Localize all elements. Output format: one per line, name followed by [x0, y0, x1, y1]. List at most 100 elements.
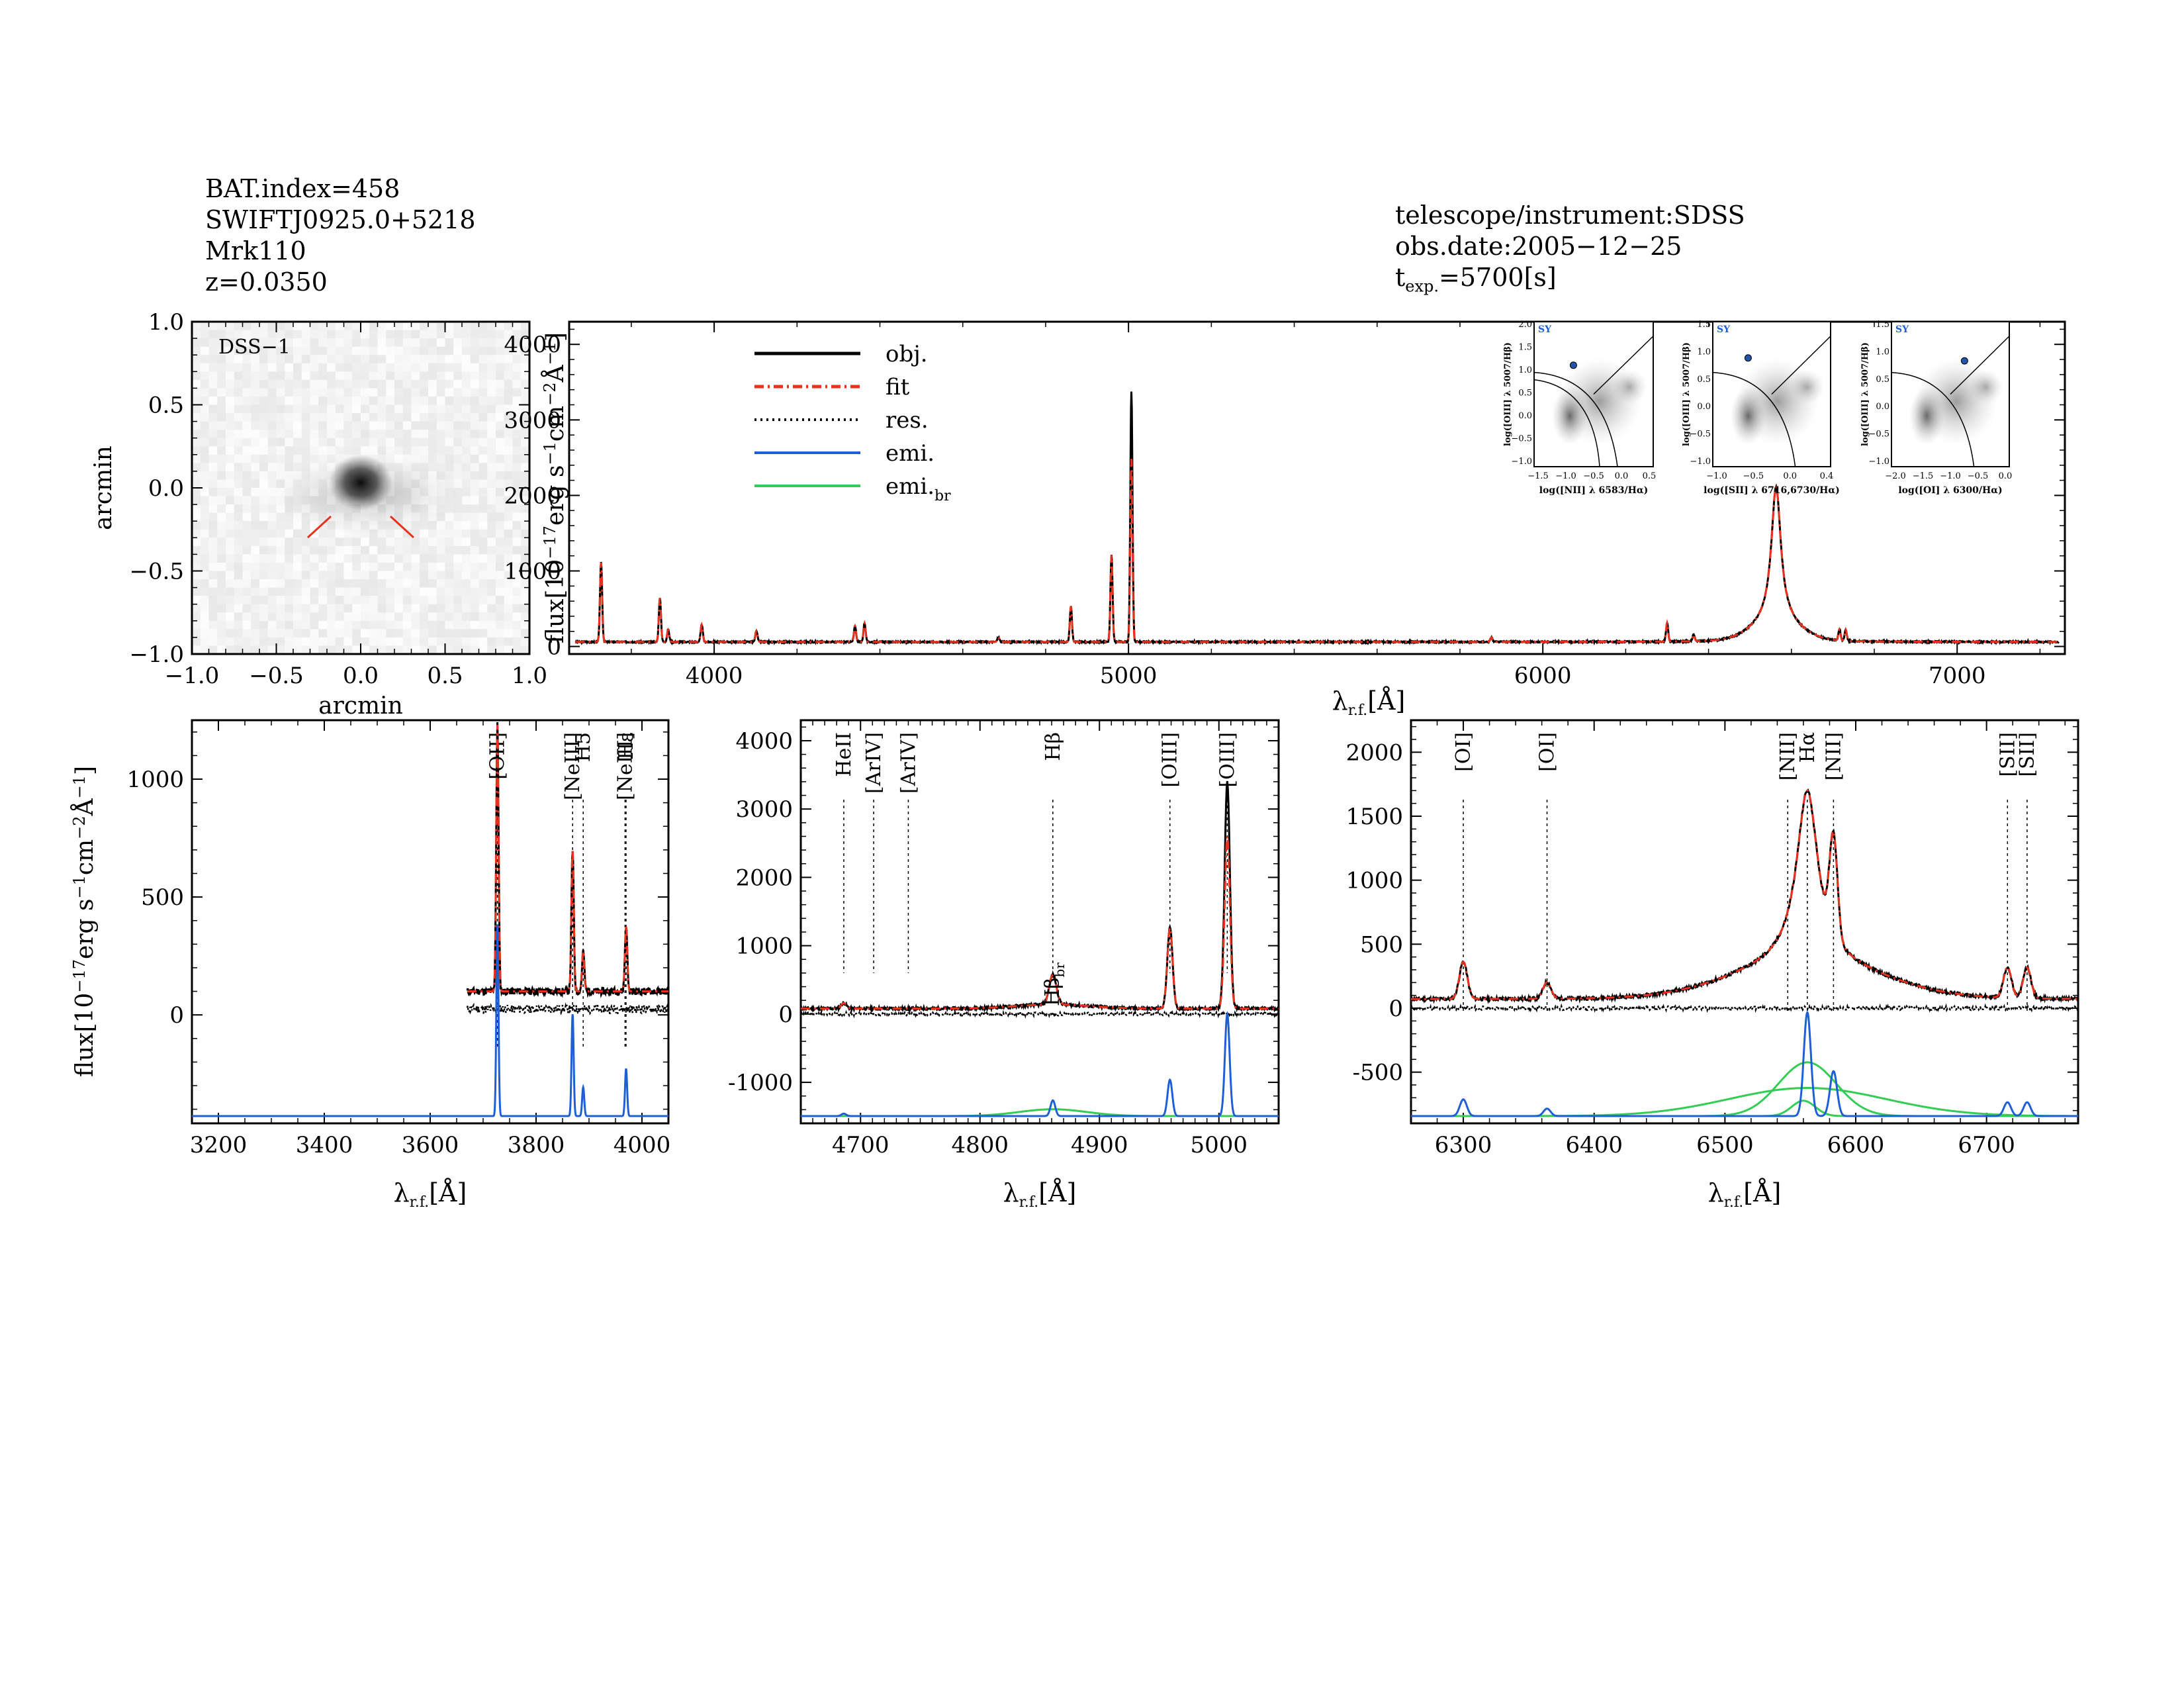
image-pixel	[327, 562, 336, 571]
image-pixel	[428, 620, 437, 630]
image-pixel	[200, 388, 209, 397]
image-pixel	[276, 529, 285, 538]
image-pixel	[310, 355, 319, 364]
image-pixel	[318, 363, 328, 372]
image-pixel	[386, 637, 395, 646]
image-pixel	[428, 571, 437, 580]
image-pixel	[361, 379, 370, 389]
image-pixel	[267, 604, 277, 613]
image-pixel	[445, 521, 454, 530]
image-pixel	[226, 620, 235, 630]
image-pixel	[436, 388, 445, 397]
image-pixel	[487, 512, 496, 522]
density-blob	[1909, 387, 1945, 445]
image-pixel	[293, 430, 302, 439]
image-pixel	[352, 379, 361, 389]
image-pixel	[310, 612, 319, 622]
image-pixel	[226, 571, 235, 580]
image-pixel	[217, 371, 226, 381]
image-pixel	[462, 620, 471, 630]
image-pixel	[453, 396, 463, 405]
image-pixel	[394, 355, 404, 364]
image-pixel	[352, 637, 361, 646]
image-pixel	[335, 538, 344, 547]
image-pixel	[327, 629, 336, 638]
image-pixel	[242, 620, 251, 630]
image-pixel	[318, 604, 328, 613]
image-pixel	[487, 529, 496, 538]
image-pixel	[242, 488, 251, 497]
image-pixel	[200, 446, 209, 455]
image-pixel	[478, 446, 488, 455]
image-pixel	[242, 645, 251, 655]
image-pixel	[436, 438, 445, 447]
image-pixel	[521, 396, 530, 405]
image-pixel	[327, 430, 336, 439]
image-pixel	[267, 596, 277, 605]
image-pixel	[192, 454, 201, 463]
image-pixel	[369, 322, 378, 331]
image-pixel	[276, 322, 285, 331]
image-pixel	[226, 330, 235, 339]
image-pixel	[352, 388, 361, 397]
image-pixel	[343, 363, 353, 372]
image-pixel	[234, 396, 243, 405]
image-pixel	[394, 421, 404, 430]
image-pixel	[259, 438, 269, 447]
image-pixel	[327, 637, 336, 646]
image-pixel	[327, 355, 336, 364]
image-pixel	[420, 446, 429, 455]
image-pixel	[301, 330, 310, 339]
image-pixel	[293, 645, 302, 655]
bpt-y-tick-label: −0.5	[1511, 434, 1532, 444]
image-pixel	[200, 371, 209, 381]
image-pixel	[428, 379, 437, 389]
image-pixel	[226, 545, 235, 555]
image-pixel	[318, 579, 328, 588]
image-pixel	[436, 330, 445, 339]
image-pixel	[377, 330, 387, 339]
image-pixel	[217, 571, 226, 580]
image-pixel	[318, 612, 328, 622]
image-pixel	[478, 596, 488, 605]
image-pixel	[512, 604, 522, 613]
image-pixel	[259, 330, 269, 339]
image-pixel	[293, 620, 302, 630]
image-pixel	[301, 363, 310, 372]
legend-label: obj.	[886, 341, 928, 367]
image-pixel	[420, 388, 429, 397]
image-pixel	[504, 579, 513, 588]
y-tick-label: -1000	[728, 1070, 793, 1096]
image-pixel	[267, 404, 277, 414]
image-pixel	[478, 404, 488, 414]
image-pixel	[242, 604, 251, 613]
image-pixel	[402, 645, 412, 655]
image-pixel	[276, 545, 285, 555]
image-pixel	[462, 346, 471, 355]
image-pixel	[487, 454, 496, 463]
image-pixel	[267, 446, 277, 455]
bpt-y-tick-label: 1.5	[1697, 320, 1711, 330]
image-pixel	[301, 454, 310, 463]
image-pixel	[402, 355, 412, 364]
image-pixel	[521, 645, 530, 655]
image-pixel	[310, 430, 319, 439]
image-pixel	[234, 471, 243, 480]
image-pixel	[470, 529, 479, 538]
image-pixel	[394, 554, 404, 563]
image-pixel	[217, 363, 226, 372]
image-pixel	[276, 338, 285, 348]
image-pixel	[420, 338, 429, 348]
image-pixel	[496, 388, 505, 397]
image-pixel	[267, 629, 277, 638]
image-pixel	[470, 322, 479, 331]
image-pixel	[310, 396, 319, 405]
image-pixel	[226, 430, 235, 439]
image-pixel	[200, 379, 209, 389]
image-pixel	[478, 571, 488, 580]
image-pixel	[402, 346, 412, 355]
image-pixel	[267, 562, 277, 571]
image-pixel	[361, 545, 370, 555]
image-pixel	[251, 529, 260, 538]
image-pixel	[335, 612, 344, 622]
